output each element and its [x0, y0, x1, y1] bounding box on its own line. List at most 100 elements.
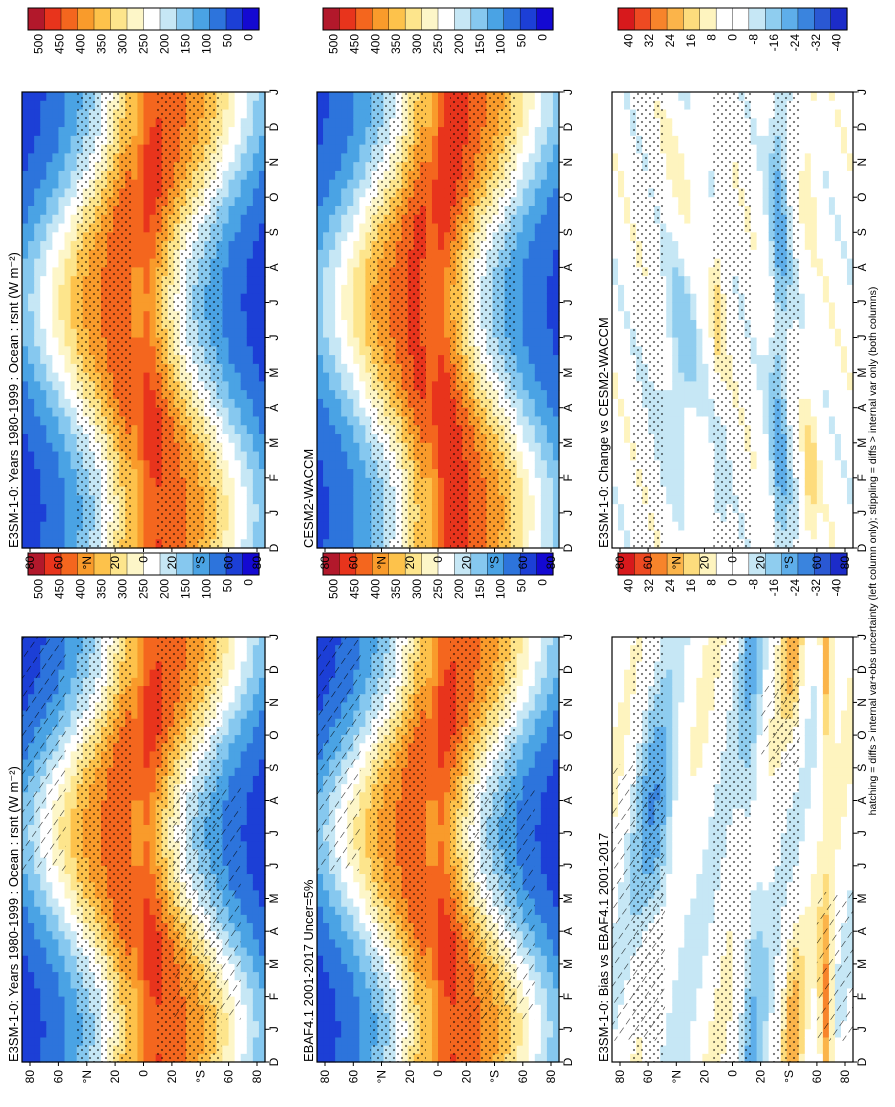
heatmap-cell	[52, 964, 59, 973]
heatmap-cell	[52, 338, 59, 347]
heatmap-cell	[58, 127, 65, 136]
stipple-band	[156, 92, 222, 548]
heatmap-cell	[65, 311, 72, 320]
heatmap-cell	[137, 939, 144, 948]
heatmap-cell	[253, 460, 260, 469]
heatmap-cell	[34, 874, 41, 883]
heatmap-cell	[131, 874, 138, 883]
heatmap-cell	[28, 180, 35, 189]
heatmap-cell	[317, 923, 324, 932]
heatmap-cell	[131, 784, 138, 793]
heatmap-cell	[46, 171, 53, 180]
heatmap-cell	[137, 180, 144, 189]
heatmap-cell	[144, 294, 151, 303]
month-tick-label: J	[267, 830, 281, 836]
heatmap-cell	[131, 276, 138, 285]
heatmap-cell	[150, 841, 157, 850]
heatmap-cell	[28, 92, 35, 101]
heatmap-cell	[65, 197, 72, 206]
heatmap-cell	[353, 1013, 360, 1022]
heatmap-cell	[323, 907, 330, 916]
heatmap-cell	[22, 259, 29, 268]
heatmap-cell	[353, 915, 360, 924]
heatmap-cell	[353, 964, 360, 973]
heatmap-cell	[235, 478, 242, 487]
heatmap-cell	[247, 136, 254, 145]
heatmap-cell	[329, 964, 336, 973]
heatmap-cell	[28, 215, 35, 224]
month-tick-label: S	[267, 764, 281, 772]
heatmap-cell	[131, 841, 138, 850]
colorbar-swatch	[144, 8, 161, 30]
heatmap-cell	[253, 899, 260, 908]
heatmap-cell	[137, 136, 144, 145]
heatmap-cell	[40, 127, 47, 136]
heatmap-cell	[22, 153, 29, 162]
heatmap-cell	[65, 320, 72, 329]
heatmap-cell	[52, 364, 59, 373]
heatmap-cell	[58, 1005, 65, 1014]
heatmap-cell	[34, 232, 41, 241]
heatmap-cell	[144, 670, 151, 679]
heatmap-cell	[235, 364, 242, 373]
heatmap-cell	[329, 1021, 336, 1030]
heatmap-cell	[52, 180, 59, 189]
heatmap-cell	[247, 399, 254, 408]
heatmap-cell	[65, 948, 72, 957]
lat-tick-label: 0	[137, 1070, 151, 1077]
heatmap-cell	[137, 390, 144, 399]
heatmap-cell	[46, 487, 53, 496]
colorbar-label: 500	[32, 34, 46, 54]
heatmap-cell	[58, 136, 65, 145]
heatmap-cell	[52, 294, 59, 303]
heatmap-cell	[46, 232, 53, 241]
heatmap-cell	[253, 364, 260, 373]
heatmap-cell	[144, 711, 151, 720]
heatmap-cell	[40, 250, 47, 259]
heatmap-cell	[137, 285, 144, 294]
heatmap-cell	[65, 276, 72, 285]
heatmap-cell	[58, 110, 65, 119]
heatmap-cell	[253, 907, 260, 916]
heatmap-cell	[131, 662, 138, 671]
heatmap-cell	[241, 825, 248, 834]
heatmap-cell	[229, 329, 236, 338]
heatmap-cell	[241, 118, 248, 127]
heatmap-cell	[222, 364, 229, 373]
heatmap-cell	[222, 1029, 229, 1038]
heatmap-cell	[235, 768, 242, 777]
heatmap-cell	[253, 866, 260, 875]
heatmap-cell	[150, 478, 157, 487]
heatmap-cell	[34, 171, 41, 180]
heatmap-cell	[229, 1054, 236, 1063]
heatmap-cell	[247, 197, 254, 206]
heatmap-cell	[341, 890, 348, 899]
heatmap-cell	[241, 931, 248, 940]
heatmap-cell	[22, 197, 29, 206]
heatmap-cell	[131, 899, 138, 908]
heatmap-cell	[65, 939, 72, 948]
lat-tick-label: °N	[80, 1070, 94, 1083]
heatmap-cell	[58, 241, 65, 250]
heatmap-cell	[247, 460, 254, 469]
heatmap-cell	[150, 948, 157, 957]
heatmap-cell	[241, 171, 248, 180]
heatmap-cell	[229, 751, 236, 760]
heatmap-cell	[150, 338, 157, 347]
heatmap-cell	[58, 276, 65, 285]
heatmap-cell	[247, 735, 254, 744]
heatmap-cell	[137, 882, 144, 891]
heatmap-cell	[40, 513, 47, 522]
heatmap-cell	[22, 1046, 29, 1055]
heatmap-cell	[247, 1029, 254, 1038]
heatmap-cell	[247, 850, 254, 859]
heatmap-cell	[247, 1013, 254, 1022]
heatmap-cell	[34, 250, 41, 259]
heatmap-cell	[131, 364, 138, 373]
heatmap-cell	[137, 145, 144, 154]
heatmap-cell	[235, 495, 242, 504]
heatmap-cell	[28, 145, 35, 154]
colorbar-label: 450	[53, 34, 67, 54]
heatmap-cell	[144, 478, 151, 487]
heatmap-cell	[65, 381, 72, 390]
